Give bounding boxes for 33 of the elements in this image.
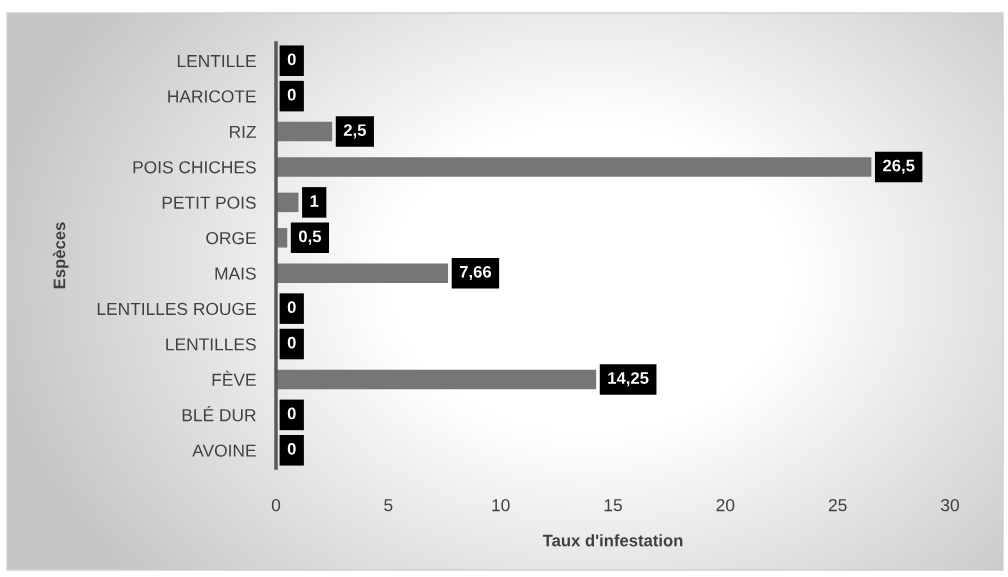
x-tick-label: 0 xyxy=(271,499,281,512)
y-tick-label: FÈVE xyxy=(212,370,256,386)
y-tick-label: RIZ xyxy=(230,125,257,138)
x-tick-label: 20 xyxy=(716,499,735,512)
y-tick-label: LENTILLE xyxy=(177,55,256,67)
x-tick-label: 15 xyxy=(604,499,622,512)
data-label: 2,5 xyxy=(343,124,366,139)
y-tick-label: BLÉ DUR xyxy=(182,406,256,422)
data-label: 0 xyxy=(287,88,296,101)
data-label: 0,5 xyxy=(299,230,322,245)
x-tick-label: 5 xyxy=(384,499,393,512)
y-tick-label: PETIT POIS xyxy=(162,196,256,209)
data-label: 1 xyxy=(310,195,319,207)
y-tick-label: AVOINE xyxy=(192,444,256,457)
data-label: 0 xyxy=(287,407,296,420)
y-axis-title: Espèces xyxy=(52,222,69,289)
data-label: 14,25 xyxy=(608,372,649,387)
data-label: 0 xyxy=(287,301,296,314)
x-tick-label: 10 xyxy=(492,499,510,512)
y-tick-label: POIS CHICHES xyxy=(133,161,256,174)
data-label: 0 xyxy=(287,336,296,349)
y-tick-label: MAIS xyxy=(215,267,256,280)
x-tick-label: 30 xyxy=(941,499,959,512)
data-label: 0 xyxy=(287,442,296,455)
x-tick-label: 25 xyxy=(828,499,847,512)
y-tick-label: LENTILLES xyxy=(166,338,256,351)
y-tick-label: ORGE xyxy=(206,231,256,245)
y-tick-label: HARICOTE xyxy=(168,90,256,103)
y-tick-label: LENTILLES ROUGE xyxy=(97,302,256,316)
data-label: 0 xyxy=(287,53,296,66)
data-label: 7,66 xyxy=(459,265,492,281)
data-label: 26,5 xyxy=(883,159,915,174)
x-axis-title: Taux d'infestation xyxy=(542,534,683,547)
